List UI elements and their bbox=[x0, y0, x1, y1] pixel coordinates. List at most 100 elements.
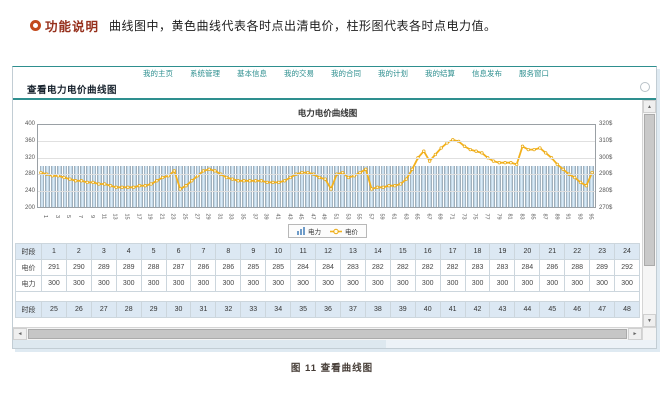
vertical-scroll-track[interactable] bbox=[643, 267, 656, 314]
power-bar bbox=[525, 166, 530, 207]
vertical-scrollbar[interactable]: ▲ ▼ bbox=[642, 100, 656, 327]
chart-title: 电力电价曲线图 bbox=[297, 108, 358, 118]
x-tick: 45 bbox=[292, 208, 304, 222]
x-tick-label: 7 bbox=[77, 214, 84, 219]
vertical-scroll-thumb[interactable] bbox=[644, 114, 655, 266]
table-cell: 15 bbox=[390, 244, 416, 260]
table-cell: 1 bbox=[42, 244, 67, 260]
table-cell: 300 bbox=[515, 276, 541, 292]
nav-item[interactable]: 信息发布 bbox=[472, 68, 502, 78]
x-tick-label: 77 bbox=[483, 213, 490, 220]
gridline bbox=[38, 190, 595, 192]
right-axis-tick: 320$ bbox=[599, 121, 613, 127]
table-cell: 26 bbox=[66, 302, 92, 318]
table-cell: 48 bbox=[615, 302, 640, 318]
x-tick: 9 bbox=[83, 208, 95, 222]
table-cell: 283 bbox=[340, 260, 366, 276]
nav-item[interactable]: 我的主页 bbox=[143, 68, 173, 78]
legend-power-label: 电力 bbox=[308, 229, 321, 236]
nav-item[interactable]: 我的交易 bbox=[284, 68, 314, 78]
nav-item[interactable]: 我的合同 bbox=[331, 68, 361, 78]
window-titlebar: 查看电力电价曲线图 bbox=[13, 79, 656, 100]
scroll-right-button[interactable]: ► bbox=[628, 328, 642, 340]
power-bar bbox=[542, 166, 548, 207]
table-cell: 45 bbox=[540, 302, 566, 318]
power-bar bbox=[39, 166, 45, 207]
gridline bbox=[38, 141, 595, 143]
table-cell: 284 bbox=[515, 260, 541, 276]
table-cell: 6 bbox=[166, 244, 192, 260]
x-tick-label: 69 bbox=[437, 213, 444, 220]
left-arrow-icon: ◄ bbox=[17, 331, 23, 337]
table-cell: 284 bbox=[316, 260, 341, 276]
table-cell: 32 bbox=[216, 302, 242, 318]
power-bar bbox=[513, 166, 519, 207]
up-arrow-icon: ▲ bbox=[647, 103, 652, 110]
horizontal-scrollbar[interactable]: ◄ ► bbox=[13, 327, 656, 340]
power-bar bbox=[467, 166, 473, 207]
window-circle-icon[interactable] bbox=[640, 82, 650, 92]
nav-item[interactable]: 服务窗口 bbox=[519, 68, 549, 78]
x-tick-label: 93 bbox=[576, 213, 583, 220]
table-cell: 291 bbox=[42, 260, 67, 276]
table-cell: 300 bbox=[540, 276, 566, 292]
x-tick: 17 bbox=[130, 208, 142, 222]
table-cell: 33 bbox=[241, 302, 267, 318]
x-tick-label: 1 bbox=[42, 214, 49, 219]
nav-item[interactable]: 我的结算 bbox=[425, 68, 455, 78]
legend-power: 电力 bbox=[297, 226, 321, 236]
power-bar bbox=[478, 166, 484, 207]
table-cell: 289 bbox=[590, 260, 616, 276]
scroll-up-button[interactable]: ▲ bbox=[643, 100, 656, 113]
chart-page: 电力电价曲线图 400 360 320 280 240 200 320$ 310$ 300$ 2… bbox=[13, 100, 642, 327]
power-bar bbox=[357, 166, 363, 207]
x-tick-label: 33 bbox=[228, 213, 235, 220]
table-spacer-row bbox=[16, 292, 640, 302]
table-cell: 27 bbox=[91, 302, 117, 318]
table-cell: 11 bbox=[291, 244, 317, 260]
row-label-cell: 电价 bbox=[16, 260, 42, 276]
x-tick: 7 bbox=[72, 208, 84, 222]
table-cell: 283 bbox=[465, 260, 491, 276]
table-cell: 300 bbox=[241, 276, 267, 292]
power-bar bbox=[554, 166, 559, 207]
power-row: 电力 300 300 300 300 300 300 300 300 300 300 300 300 30… bbox=[16, 276, 640, 292]
power-bar bbox=[241, 166, 247, 207]
power-bar bbox=[536, 166, 542, 207]
table-cell: 300 bbox=[166, 276, 192, 292]
table-cell: 2 bbox=[66, 244, 92, 260]
table-cell: 300 bbox=[565, 276, 591, 292]
power-bar bbox=[293, 166, 299, 207]
horizontal-scroll-thumb[interactable] bbox=[28, 329, 627, 339]
table-cell: 41 bbox=[440, 302, 466, 318]
power-bar bbox=[305, 166, 311, 207]
right-axis-tick: 290$ bbox=[599, 171, 613, 178]
power-bar bbox=[334, 166, 340, 207]
power-bar bbox=[97, 166, 103, 207]
nav-item[interactable]: 基本信息 bbox=[237, 68, 267, 78]
x-tick-label: 75 bbox=[471, 213, 478, 220]
x-tick-label: 27 bbox=[193, 213, 200, 220]
window-bottom-strip bbox=[13, 340, 656, 348]
scroll-left-button[interactable]: ◄ bbox=[13, 328, 27, 340]
x-tick: 59 bbox=[374, 208, 386, 222]
table-cell: 9 bbox=[241, 244, 267, 260]
left-axis-tick: 360 bbox=[24, 137, 35, 144]
x-tick: 1 bbox=[37, 208, 49, 222]
table-cell: 17 bbox=[440, 244, 466, 260]
x-tick-label: 61 bbox=[390, 213, 397, 220]
scroll-down-button[interactable]: ▼ bbox=[643, 314, 656, 327]
x-tick-label: 87 bbox=[541, 213, 548, 220]
power-bar bbox=[496, 166, 501, 207]
nav-item[interactable]: 系统管理 bbox=[190, 68, 220, 78]
left-axis-tick: 200 bbox=[24, 205, 35, 211]
power-bar bbox=[282, 166, 288, 207]
power-bar bbox=[224, 166, 230, 207]
power-bar bbox=[230, 166, 236, 207]
table-cell: 285 bbox=[266, 260, 292, 276]
nav-item[interactable]: 我的计划 bbox=[378, 68, 408, 78]
power-bar bbox=[91, 166, 97, 207]
x-tick: 5 bbox=[60, 208, 72, 222]
line-marker-icon bbox=[330, 228, 342, 234]
table-cell: 300 bbox=[42, 276, 67, 292]
